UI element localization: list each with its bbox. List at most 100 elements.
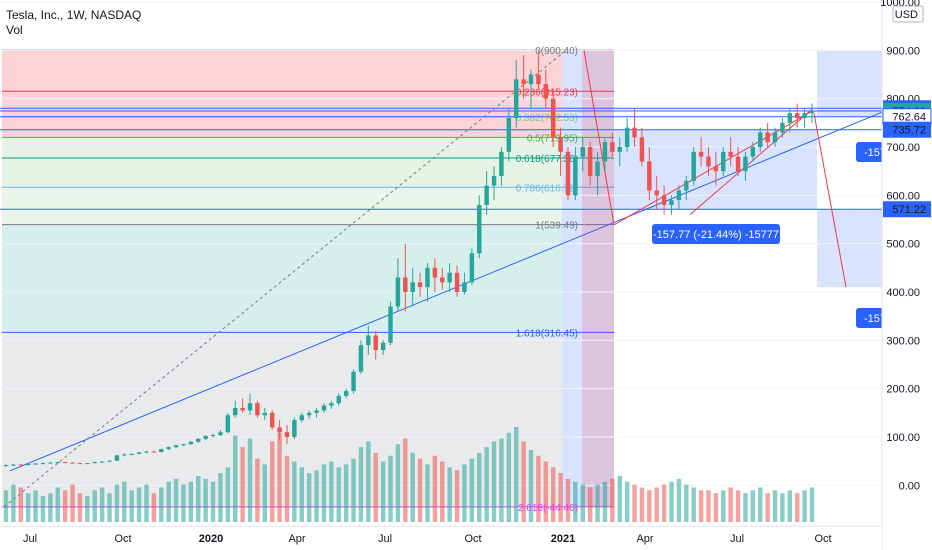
wedge-line: [583, 50, 615, 225]
candle: [691, 147, 696, 186]
measure-label-partial: -157: [864, 147, 886, 159]
candle: [358, 340, 364, 375]
volume-bar: [750, 490, 756, 522]
volume-bar: [48, 493, 53, 522]
candle: [491, 166, 497, 201]
candle-body: [661, 195, 667, 205]
candle: [462, 272, 467, 295]
candle-body: [440, 277, 445, 283]
candle-body: [521, 79, 526, 85]
volume-bar: [410, 452, 415, 522]
candle: [336, 393, 341, 406]
volume-layer: [3, 427, 815, 522]
fib-label: 0.618(677.36): [516, 154, 578, 165]
candle-body: [173, 445, 179, 448]
fib-label: 1.618(316.45): [516, 328, 578, 339]
fib-diagonal: [3, 49, 567, 508]
price-tag-label: 571.22: [892, 204, 926, 216]
symbol-title: Tesla, Inc., 1W, NASDAQ: [6, 8, 142, 22]
volume-bar: [233, 435, 238, 522]
volume-bar: [565, 478, 571, 522]
candle: [166, 446, 171, 451]
volume-bar: [765, 493, 770, 522]
fib-label: 0.786(616.72): [516, 183, 578, 194]
candle-body: [366, 335, 371, 346]
candle-body: [484, 185, 489, 205]
volume-bar: [277, 432, 282, 522]
candle-body: [403, 277, 408, 292]
candle-body: [343, 391, 349, 396]
candle: [151, 450, 157, 453]
volume-bar: [85, 496, 90, 522]
candle-body: [395, 277, 401, 307]
fib-label: 2.618(-44.46): [518, 503, 578, 514]
candle: [484, 171, 489, 215]
volume-bar: [514, 427, 519, 522]
volume-bar: [151, 493, 157, 522]
volume-bar: [40, 496, 46, 522]
candle-body: [447, 272, 452, 283]
candle: [514, 60, 519, 128]
volume-bar: [11, 484, 16, 522]
measure-label: -157.77 (-21.44%) -15777: [653, 229, 779, 241]
volume-bar: [469, 458, 475, 522]
candle: [203, 435, 208, 440]
candle: [403, 243, 408, 312]
y-tick-label: 1000.00: [880, 0, 920, 9]
candle-body: [772, 132, 778, 143]
volume-bar: [122, 481, 127, 522]
volume-bar: [366, 441, 371, 522]
candle: [558, 127, 563, 176]
y-tick-label: 700.00: [886, 142, 920, 154]
candle-body: [351, 371, 356, 392]
unit-box: [892, 5, 924, 23]
candle-body: [247, 403, 253, 411]
candle: [647, 147, 652, 201]
volume-bar: [33, 490, 38, 522]
volume-bar: [558, 473, 563, 522]
volume-bar: [417, 458, 423, 522]
candle: [48, 462, 53, 464]
candle-body: [210, 435, 216, 437]
price-tag-label: 735.72: [892, 125, 926, 137]
candle: [469, 248, 475, 285]
legend: Tesla, Inc., 1W, NASDAQ Vol: [6, 8, 141, 38]
candle-body: [632, 127, 637, 138]
volume-bar: [713, 493, 719, 522]
volume-bar: [447, 467, 452, 522]
candle-body: [506, 118, 512, 152]
volume-bar: [528, 450, 534, 522]
candle-body: [543, 84, 549, 99]
fib-band: [2, 91, 562, 117]
volume-bar: [188, 481, 194, 522]
candle: [698, 137, 704, 167]
candle-body: [255, 403, 260, 416]
candle-body: [329, 403, 334, 406]
candle-body: [750, 147, 756, 157]
volume-bar: [321, 464, 327, 522]
volume-bar: [506, 432, 512, 522]
measure-label-box: [652, 224, 780, 244]
candle-body: [166, 447, 171, 450]
candle: [765, 122, 770, 147]
candle: [218, 430, 223, 437]
fib-label: 1(539.49): [535, 221, 578, 232]
volume-bar: [602, 481, 608, 522]
volume-bar: [735, 490, 741, 522]
candle: [432, 258, 438, 292]
candle: [196, 437, 201, 443]
candle-body: [107, 460, 112, 462]
candle-body: [188, 441, 194, 445]
volume-bar: [787, 490, 793, 522]
candle-body: [499, 151, 504, 176]
fib-label: 0.5(719.95): [527, 133, 578, 144]
candle: [573, 147, 578, 201]
x-tick-label: Apr: [288, 533, 305, 545]
candle-body: [129, 453, 134, 455]
candle: [343, 388, 349, 399]
volume-bar: [62, 490, 68, 522]
candle: [255, 400, 260, 418]
volume-bar: [18, 487, 24, 522]
candle-body: [336, 395, 341, 404]
